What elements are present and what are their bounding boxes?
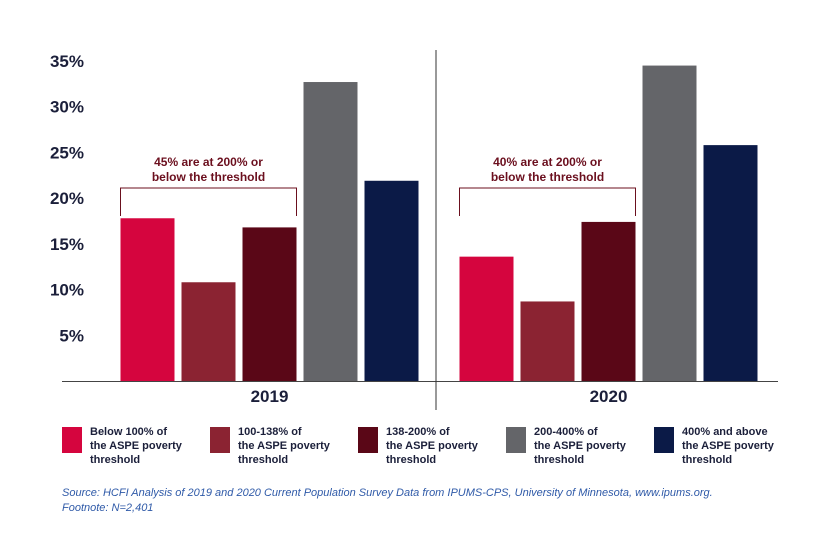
legend-label-line: threshold [682,454,733,466]
bar-2019-series-5 [364,180,419,381]
legend-label-line: threshold [534,454,585,466]
legend-swatch [210,427,230,453]
legend-label-line: 138-200% of [386,426,450,438]
legend-label-line: threshold [386,454,437,466]
y-tick-label: 25% [50,143,84,162]
legend-swatch [654,427,674,453]
legend-swatch [62,427,82,453]
legend-swatch [358,427,378,453]
legend-label-line: Below 100% of [90,426,168,438]
legend-label: 100-138% of the ASPE poverty threshold [238,425,330,467]
legend-item: 100-138% of the ASPE poverty threshold [210,425,330,467]
legend-item: 200-400% of the ASPE poverty threshold [506,425,626,467]
legend-label-line: threshold [90,454,141,466]
bar-2019-series-2 [181,282,236,381]
bar-2020-series-2 [520,301,575,381]
legend-label: 138-200% of the ASPE poverty threshold [386,425,478,467]
legend-swatch [506,427,526,453]
annotation-text: below the threshold [152,170,265,184]
legend-label-line: the ASPE poverty [238,440,330,452]
x-axis: 2019 2020 [62,50,778,410]
annotation-text: below the threshold [491,170,604,184]
bar-2020-series-1 [459,256,514,381]
y-tick-label: 20% [50,189,84,208]
bar-2020-series-4 [642,65,697,382]
annotation-text: 45% are at 200% or [154,155,263,169]
legend-label: 400% and above the ASPE poverty threshold [682,425,774,467]
legend: Below 100% of the ASPE poverty threshold 10… [62,425,802,473]
legend-item: 400% and above the ASPE poverty threshold [654,425,774,467]
x-category-label: 2020 [590,387,628,406]
legend-label-line: 400% and above [682,426,768,438]
legend-label-line: 200-400% of [534,426,598,438]
source-note: Source: HCFI Analysis of 2019 and 2020 C… [62,486,802,516]
legend-label: Below 100% of the ASPE poverty threshold [90,425,182,467]
footnote-line: Footnote: N=2,401 [62,502,154,514]
bar-2019-series-4 [303,82,358,382]
legend-label-line: threshold [238,454,289,466]
legend-label-line: the ASPE poverty [682,440,774,452]
bars [120,65,758,382]
legend-label-line: the ASPE poverty [90,440,182,452]
x-category-label: 2019 [251,387,289,406]
y-tick-label: 15% [50,235,84,254]
bar-2020-series-3 [581,221,636,381]
legend-item: 138-200% of the ASPE poverty threshold [358,425,478,467]
legend-label-line: the ASPE poverty [386,440,478,452]
annotation-bracket [120,187,297,216]
source-line: Source: HCFI Analysis of 2019 and 2020 C… [62,487,713,499]
bar-2020-series-5 [703,145,758,381]
legend-label-line: the ASPE poverty [534,440,626,452]
bar-2019-series-3 [242,227,297,381]
bar-chart: 5%10%15%20%25%30%35% 45% are at 200% orb… [50,50,778,410]
annotation-bracket [459,187,636,216]
annotation-text: 40% are at 200% or [493,155,602,169]
y-tick-label: 30% [50,98,84,117]
y-axis: 5% 10% 15% 20% 25% 30% 35% [50,52,84,345]
y-tick-label: 35% [50,52,84,71]
legend-label-line: 100-138% of [238,426,302,438]
y-tick-label: 10% [50,281,84,300]
y-tick-label: 5% [59,326,84,345]
legend-label: 200-400% of the ASPE poverty threshold [534,425,626,467]
legend-item: Below 100% of the ASPE poverty threshold [62,425,182,467]
bar-2019-series-1 [120,218,175,381]
